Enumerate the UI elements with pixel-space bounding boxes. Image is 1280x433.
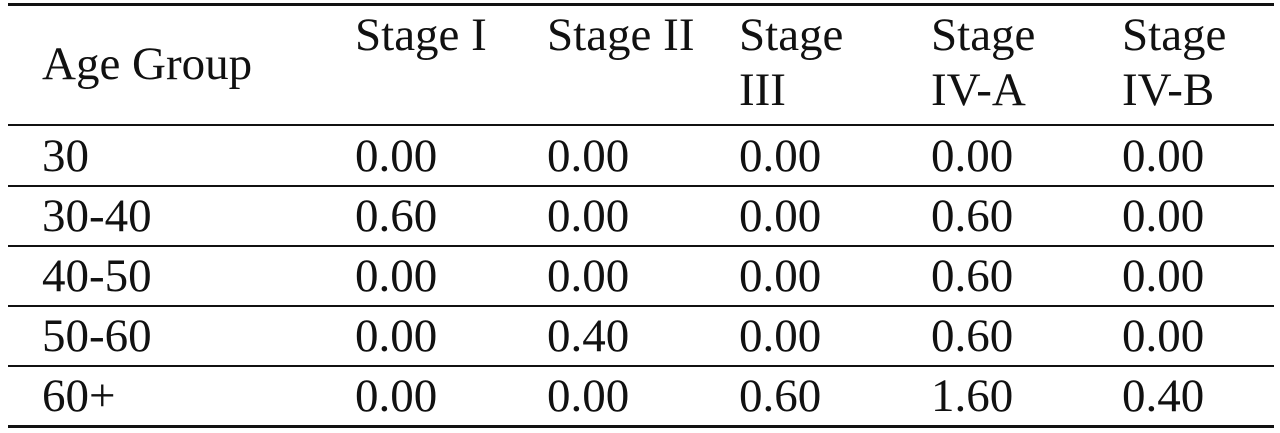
header-cell: Stage I: [355, 9, 487, 61]
cell-value: 0.00: [931, 130, 1014, 182]
cell-value: 0.00: [547, 130, 630, 182]
header-cell: Stage IV-A: [931, 9, 1036, 116]
cell-value: 0.00: [739, 250, 822, 302]
row-label: 30-40: [42, 190, 152, 242]
row-label: 60+: [42, 370, 116, 422]
cell-value: 0.00: [547, 370, 630, 422]
cell-value: 0.00: [547, 190, 630, 242]
cell-value: 0.00: [355, 370, 438, 422]
header-cell: Age Group: [42, 38, 253, 90]
cell-value: 0.60: [931, 250, 1014, 302]
row-rule: [8, 365, 1274, 367]
row-label: 30: [42, 130, 89, 182]
header-cell: Stage IV-B: [1122, 9, 1227, 116]
row-label: 40-50: [42, 250, 152, 302]
cell-value: 0.00: [739, 130, 822, 182]
cell-value: 0.60: [931, 190, 1014, 242]
cell-value: 0.60: [931, 310, 1014, 362]
top-rule: [8, 3, 1274, 6]
cell-value: 0.00: [1122, 190, 1205, 242]
cell-value: 0.00: [547, 250, 630, 302]
cell-value: 0.00: [1122, 250, 1205, 302]
cell-value: 0.40: [547, 310, 630, 362]
cell-value: 0.00: [739, 310, 822, 362]
cell-value: 1.60: [931, 370, 1014, 422]
cell-value: 0.00: [1122, 310, 1205, 362]
bottom-rule: [8, 425, 1274, 428]
cell-value: 0.60: [739, 370, 822, 422]
cell-value: 0.00: [355, 250, 438, 302]
row-label: 50-60: [42, 310, 152, 362]
header-cell: Stage II: [547, 9, 695, 61]
row-rule: [8, 305, 1274, 307]
row-rule: [8, 245, 1274, 247]
cell-value: 0.00: [739, 190, 822, 242]
header-cell: Stage III: [739, 9, 844, 116]
header-rule: [8, 124, 1274, 126]
cell-value: 0.60: [355, 190, 438, 242]
cell-value: 0.00: [1122, 130, 1205, 182]
cell-value: 0.40: [1122, 370, 1205, 422]
cell-value: 0.00: [355, 130, 438, 182]
cell-value: 0.00: [355, 310, 438, 362]
row-rule: [8, 185, 1274, 187]
